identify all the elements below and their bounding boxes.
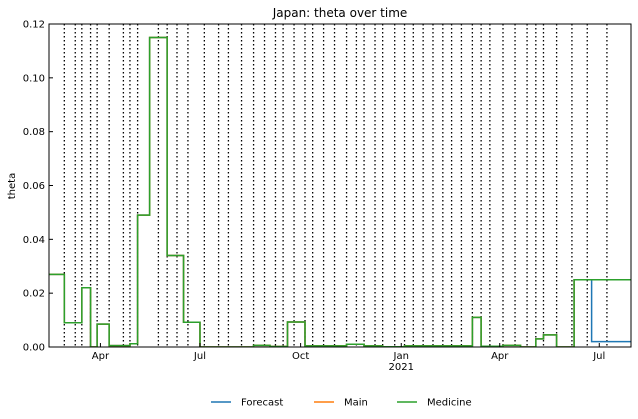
y-tick-label: 0.00 <box>23 343 45 354</box>
plot-area: 0.00 0.02 0.04 0.06 0.08 0.10 0.12 Apr Jul Oct Jan… <box>23 20 632 373</box>
y-axis-label: theta <box>7 173 18 199</box>
x-tick-sublabel: 2021 <box>389 362 414 373</box>
y-tick-label: 0.04 <box>23 235 45 246</box>
y-tick-label: 0.02 <box>23 289 45 300</box>
chart-title: Japan: theta over time <box>272 6 408 20</box>
legend-label-forecast: Forecast <box>241 398 283 409</box>
x-tick-label: Jul <box>193 351 206 362</box>
y-tick-label: 0.12 <box>23 20 45 31</box>
x-tick-label: Jan <box>393 351 409 362</box>
y-tick-label: 0.10 <box>23 73 45 84</box>
y-tick-label: 0.08 <box>23 127 45 138</box>
x-tick-label: Jul <box>592 351 605 362</box>
legend: Forecast Main Medicine <box>211 398 472 409</box>
legend-label-main: Main <box>344 398 368 409</box>
y-tick-label: 0.06 <box>23 181 45 192</box>
legend-label-medicine: Medicine <box>427 398 472 409</box>
x-tick-label: Apr <box>491 351 509 362</box>
x-tick-label: Oct <box>292 351 309 362</box>
x-tick-label: Apr <box>92 351 110 362</box>
